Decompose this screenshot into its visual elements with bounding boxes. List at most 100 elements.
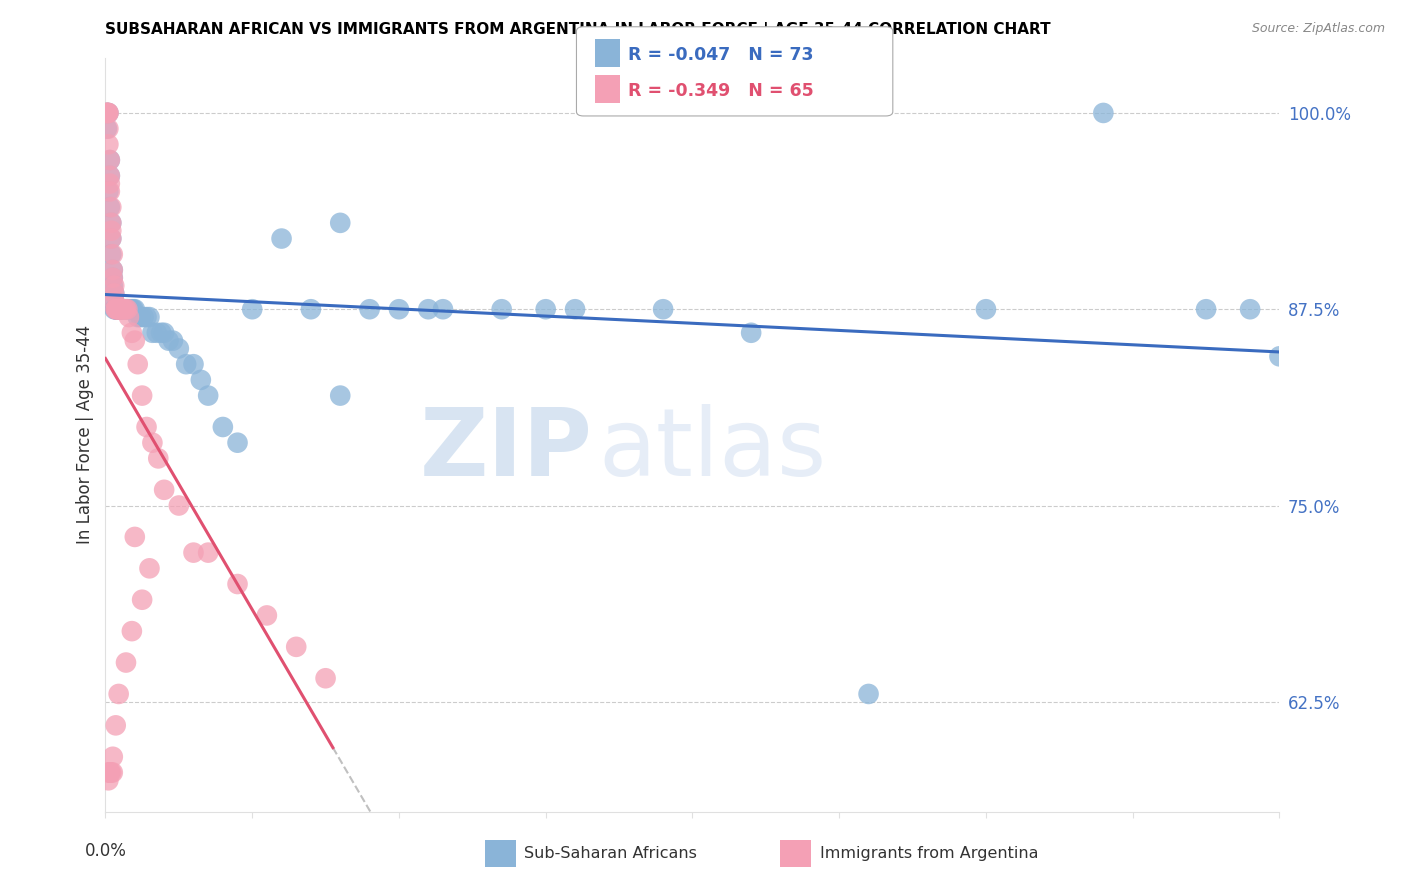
Point (104, 302, 127, 317)
Point (183, 357, 205, 371)
Point (101, 270, 124, 285)
Point (96, 121, 118, 136)
Point (96, 106, 118, 120)
Point (98, 765, 121, 780)
Point (110, 302, 132, 317)
Point (108, 302, 131, 317)
Point (115, 656, 138, 670)
Point (97, 137, 120, 152)
Point (98, 153, 121, 167)
Point (98, 765, 121, 780)
Point (285, 640, 308, 654)
Point (103, 286, 125, 301)
Point (104, 718, 127, 732)
Point (97, 106, 120, 120)
Point (858, 687, 880, 701)
Point (107, 302, 129, 317)
Point (98, 169, 121, 183)
Point (121, 326, 143, 340)
Point (226, 435, 249, 450)
Point (129, 310, 152, 324)
Point (153, 326, 176, 340)
Point (190, 373, 212, 387)
Point (315, 671, 337, 685)
Point (101, 263, 124, 277)
Point (115, 302, 138, 317)
Point (131, 592, 153, 607)
Point (124, 530, 146, 544)
Point (103, 286, 125, 301)
Point (121, 624, 143, 639)
Text: SUBSAHARAN AFRICAN VS IMMIGRANTS FROM ARGENTINA IN LABOR FORCE | AGE 35-44 CORRE: SUBSAHARAN AFRICAN VS IMMIGRANTS FROM AR… (105, 22, 1052, 38)
Point (103, 278, 125, 293)
Point (100, 200, 122, 214)
Point (101, 278, 124, 293)
Point (740, 326, 762, 340)
Point (98, 153, 121, 167)
Point (135, 310, 157, 324)
Point (153, 483, 176, 497)
Point (388, 302, 411, 317)
Point (100, 247, 122, 261)
Point (115, 302, 138, 317)
Point (96, 106, 118, 120)
Point (103, 294, 125, 309)
Point (122, 302, 145, 317)
Point (97, 185, 120, 199)
Point (100, 216, 122, 230)
Point (1195, 302, 1218, 317)
Point (97, 121, 120, 136)
Point (107, 687, 129, 701)
Point (103, 294, 125, 309)
Point (108, 302, 131, 317)
Point (97, 106, 120, 120)
Point (132, 310, 155, 324)
Point (98, 169, 121, 183)
Point (174, 357, 197, 371)
Point (418, 302, 440, 317)
Point (135, 420, 157, 434)
Point (1268, 349, 1291, 363)
Point (97, 106, 120, 120)
Point (105, 302, 128, 317)
Point (108, 302, 131, 317)
Point (105, 302, 128, 317)
Text: R = -0.047   N = 73: R = -0.047 N = 73 (628, 45, 814, 63)
Point (105, 302, 128, 317)
Point (117, 302, 139, 317)
Point (141, 326, 163, 340)
Point (240, 302, 263, 317)
Point (1239, 302, 1261, 317)
Point (101, 263, 124, 277)
Point (138, 310, 160, 324)
Point (167, 499, 190, 513)
Point (101, 247, 124, 261)
Point (101, 749, 124, 764)
Text: ZIP: ZIP (420, 404, 593, 496)
Point (101, 765, 124, 780)
Point (167, 342, 190, 356)
Point (131, 388, 153, 402)
Point (329, 388, 352, 402)
Point (974, 302, 997, 317)
Point (121, 302, 143, 317)
Text: Immigrants from Argentina: Immigrants from Argentina (820, 847, 1038, 861)
Point (432, 302, 454, 317)
Point (1092, 106, 1115, 120)
Point (107, 302, 129, 317)
Point (112, 302, 135, 317)
Point (329, 216, 352, 230)
Point (97, 773, 120, 788)
Point (101, 270, 124, 285)
Point (110, 302, 132, 317)
Point (98, 185, 121, 199)
Point (100, 224, 122, 238)
Point (104, 302, 127, 317)
Point (103, 302, 125, 317)
Point (270, 231, 292, 245)
Point (197, 388, 219, 402)
Point (112, 302, 135, 317)
Point (98, 177, 121, 191)
Text: 0.0%: 0.0% (84, 842, 127, 860)
Point (124, 334, 146, 348)
